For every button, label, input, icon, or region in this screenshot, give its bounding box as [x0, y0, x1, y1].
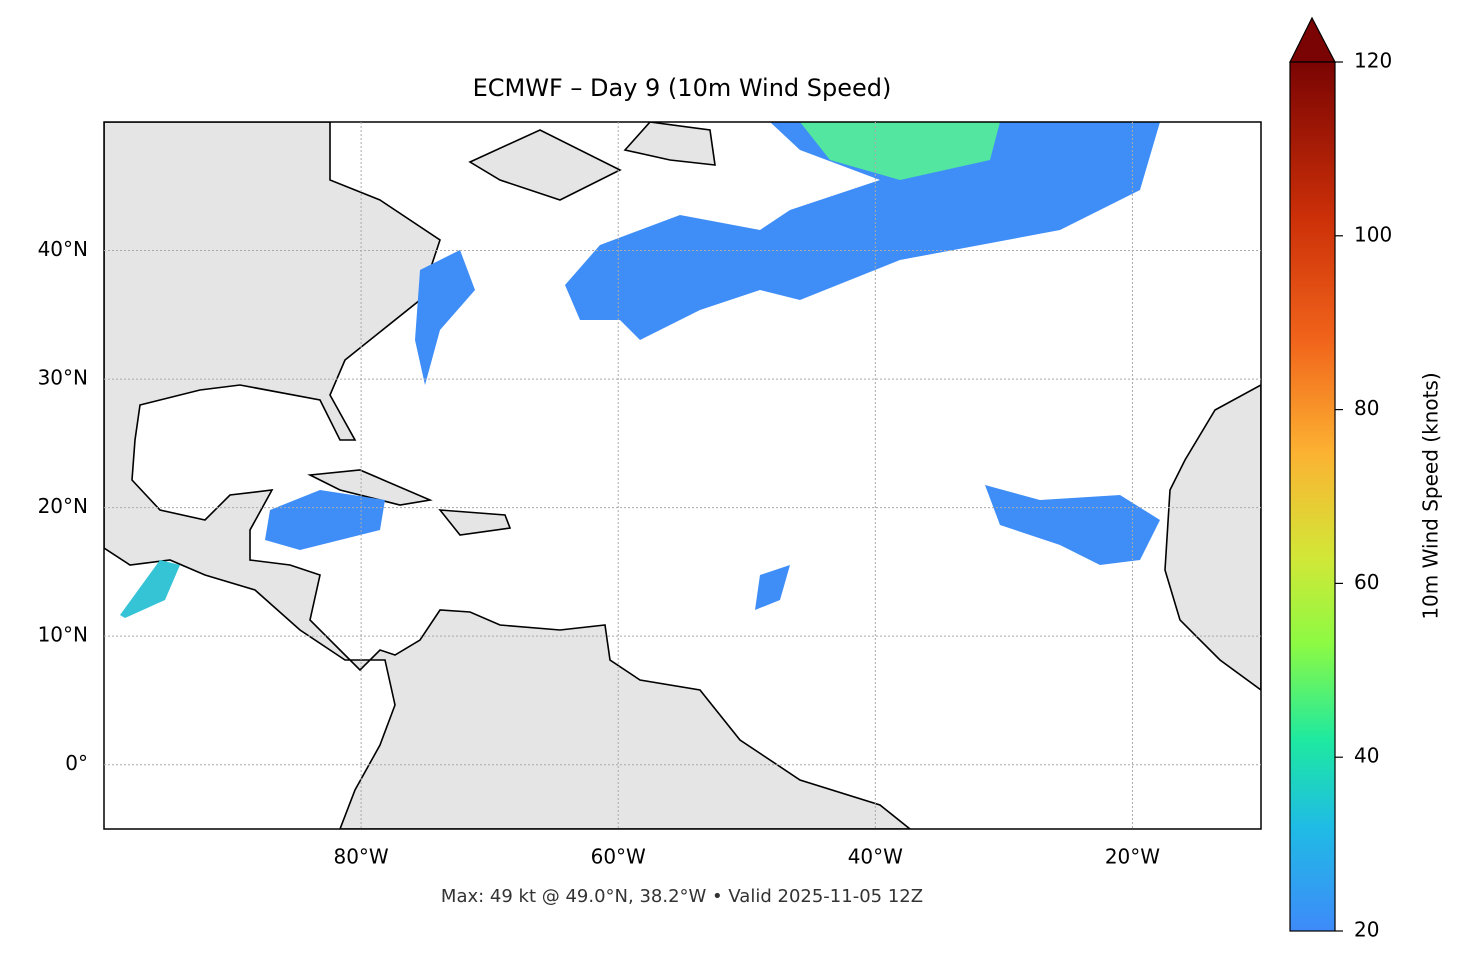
y-tick-label: 20°N: [38, 494, 88, 518]
colorbar-tick-label: 80: [1354, 396, 1379, 420]
colorbar-tick-label: 60: [1354, 570, 1379, 594]
y-tick-label: 40°N: [38, 237, 88, 261]
x-tick-label: 20°W: [1105, 845, 1160, 869]
y-tick-label: 30°N: [38, 366, 88, 390]
colorbar-tick-label: 40: [1354, 744, 1379, 768]
newfoundland: [623, 122, 716, 166]
eastern-canada: [468, 129, 622, 201]
wind-field: [415, 250, 475, 385]
wind-field: [565, 122, 1160, 340]
x-tick-label: 80°W: [333, 845, 388, 869]
wind-core: [800, 122, 1000, 180]
wind-field: [265, 490, 385, 550]
colorbar-label: 10m Wind Speed (knots): [1419, 372, 1443, 619]
wind-field: [120, 560, 180, 618]
x-tick-label: 60°W: [591, 845, 646, 869]
wind-field: [755, 565, 790, 610]
map-frame: [103, 121, 1262, 830]
map-area: [104, 122, 1261, 829]
colorbar-tick-label: 120: [1354, 49, 1392, 73]
map-title: ECMWF – Day 9 (10m Wind Speed): [473, 74, 892, 102]
footer-note: Max: 49 kt @ 49.0°N, 38.2°W • Valid 2025…: [441, 886, 923, 907]
americas: [104, 122, 912, 829]
hispaniola: [438, 509, 512, 536]
y-tick-label: 0°: [65, 751, 88, 775]
wind-field: [985, 485, 1160, 565]
x-tick-label: 40°W: [848, 845, 903, 869]
cuba: [307, 469, 433, 506]
y-tick-label: 10°N: [38, 623, 88, 647]
colorbar-tick-label: 20: [1354, 918, 1379, 942]
colorbar-extend: [1289, 16, 1336, 63]
colorbar: [1289, 61, 1336, 932]
colorbar-tick-label: 100: [1354, 222, 1392, 246]
africa: [1164, 384, 1261, 691]
